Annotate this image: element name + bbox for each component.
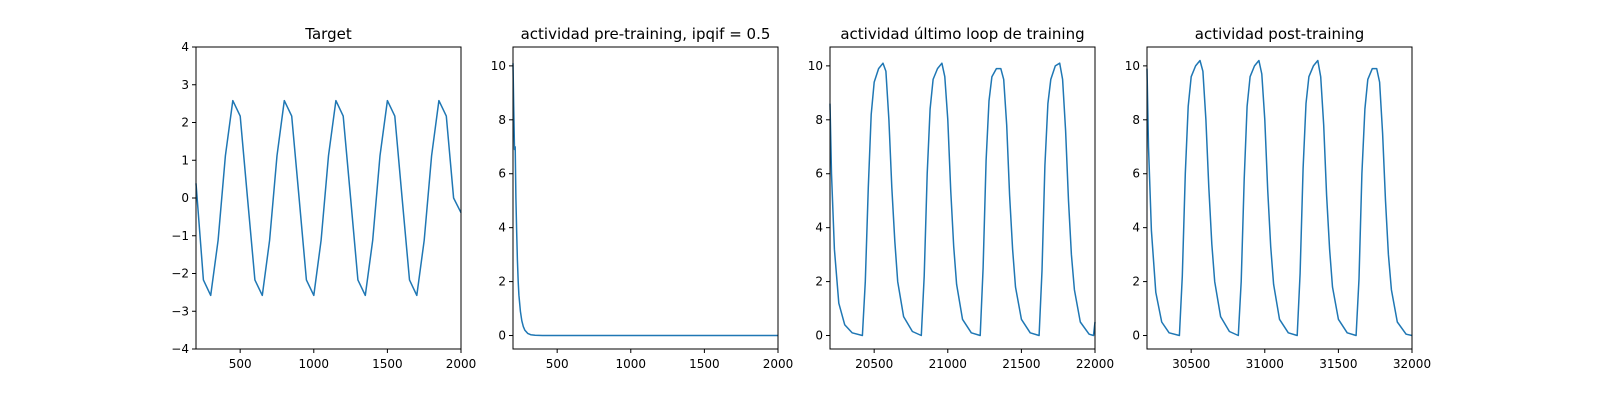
y-tick-label: 2 xyxy=(181,116,189,130)
series-line-1 xyxy=(512,63,778,337)
series-line-1 xyxy=(195,99,462,297)
x-tick-label: 20500 xyxy=(855,357,893,371)
y-tick-label: −4 xyxy=(171,342,189,356)
x-tick-label: 30500 xyxy=(1172,357,1210,371)
x-tick-label: 22000 xyxy=(1076,357,1114,371)
y-tick-label: 0 xyxy=(815,329,823,343)
chart-title: Target xyxy=(304,25,352,43)
y-tick-label: −3 xyxy=(171,304,189,318)
x-tick-label: 1000 xyxy=(299,357,330,371)
y-tick-label: 3 xyxy=(181,78,189,92)
y-tick-label: 6 xyxy=(1132,167,1140,181)
x-tick-label: 31500 xyxy=(1319,357,1357,371)
y-tick-label: 1 xyxy=(181,153,189,167)
x-tick-label: 2000 xyxy=(763,357,794,371)
chart-panel-4: 30500 31000 31500 32000 0 2 4 6 8 10 actividad pos… xyxy=(1125,25,1431,371)
x-tick-label: 2000 xyxy=(446,357,477,371)
x-tick-label: 31000 xyxy=(1246,357,1284,371)
y-tick-label: 8 xyxy=(815,113,823,127)
chart-title: actividad último loop de training xyxy=(840,25,1084,43)
x-tick-label: 1000 xyxy=(616,357,647,371)
chart-title: actividad post-training xyxy=(1195,25,1364,43)
y-tick-label: 4 xyxy=(498,221,506,235)
y-tick-label: 0 xyxy=(1132,329,1140,343)
y-tick-label: 8 xyxy=(498,113,506,127)
y-tick-label: 4 xyxy=(1132,221,1140,235)
y-tick-label: 0 xyxy=(498,329,506,343)
x-tick-label: 500 xyxy=(229,357,252,371)
y-tick-label: 10 xyxy=(491,59,506,73)
series-line-1 xyxy=(829,62,1096,337)
chart-panel-3: 20500 21000 21500 22000 0 2 4 6 8 10 actividad últ… xyxy=(808,25,1114,371)
y-tick-label: 4 xyxy=(181,40,189,54)
y-tick-label: 6 xyxy=(498,167,506,181)
plot-frame xyxy=(512,46,779,350)
y-tick-label: 10 xyxy=(808,59,823,73)
chart-panel-1: 500 1000 1500 2000 −4 −3 −2 −1 0 1 2 3 4 Target xyxy=(171,25,476,371)
y-tick-label: 2 xyxy=(815,275,823,289)
x-tick-label: 500 xyxy=(546,357,569,371)
y-tick-label: 8 xyxy=(1132,113,1140,127)
y-tick-label: 2 xyxy=(498,275,506,289)
y-tick-label: 6 xyxy=(815,167,823,181)
y-tick-label: 0 xyxy=(181,191,189,205)
y-tick-label: −2 xyxy=(171,267,189,281)
y-tick-label: 4 xyxy=(815,221,823,235)
y-tick-label: 10 xyxy=(1125,59,1140,73)
x-tick-label: 21500 xyxy=(1002,357,1040,371)
x-tick-label: 1500 xyxy=(372,357,403,371)
x-tick-label: 1500 xyxy=(689,357,720,371)
plot-frame xyxy=(1146,46,1413,350)
series-line-1 xyxy=(1146,59,1413,337)
y-tick-label: −1 xyxy=(171,229,189,243)
plot-frame xyxy=(829,46,1096,350)
y-tick-label: 2 xyxy=(1132,275,1140,289)
chart-title: actividad pre-training, ipqif = 0.5 xyxy=(521,25,771,43)
plot-frame xyxy=(195,46,462,350)
x-tick-label: 21000 xyxy=(929,357,967,371)
x-tick-label: 32000 xyxy=(1393,357,1431,371)
chart-panel-2: 500 1000 1500 2000 0 2 4 6 8 10 actividad pre-trai… xyxy=(491,25,794,371)
